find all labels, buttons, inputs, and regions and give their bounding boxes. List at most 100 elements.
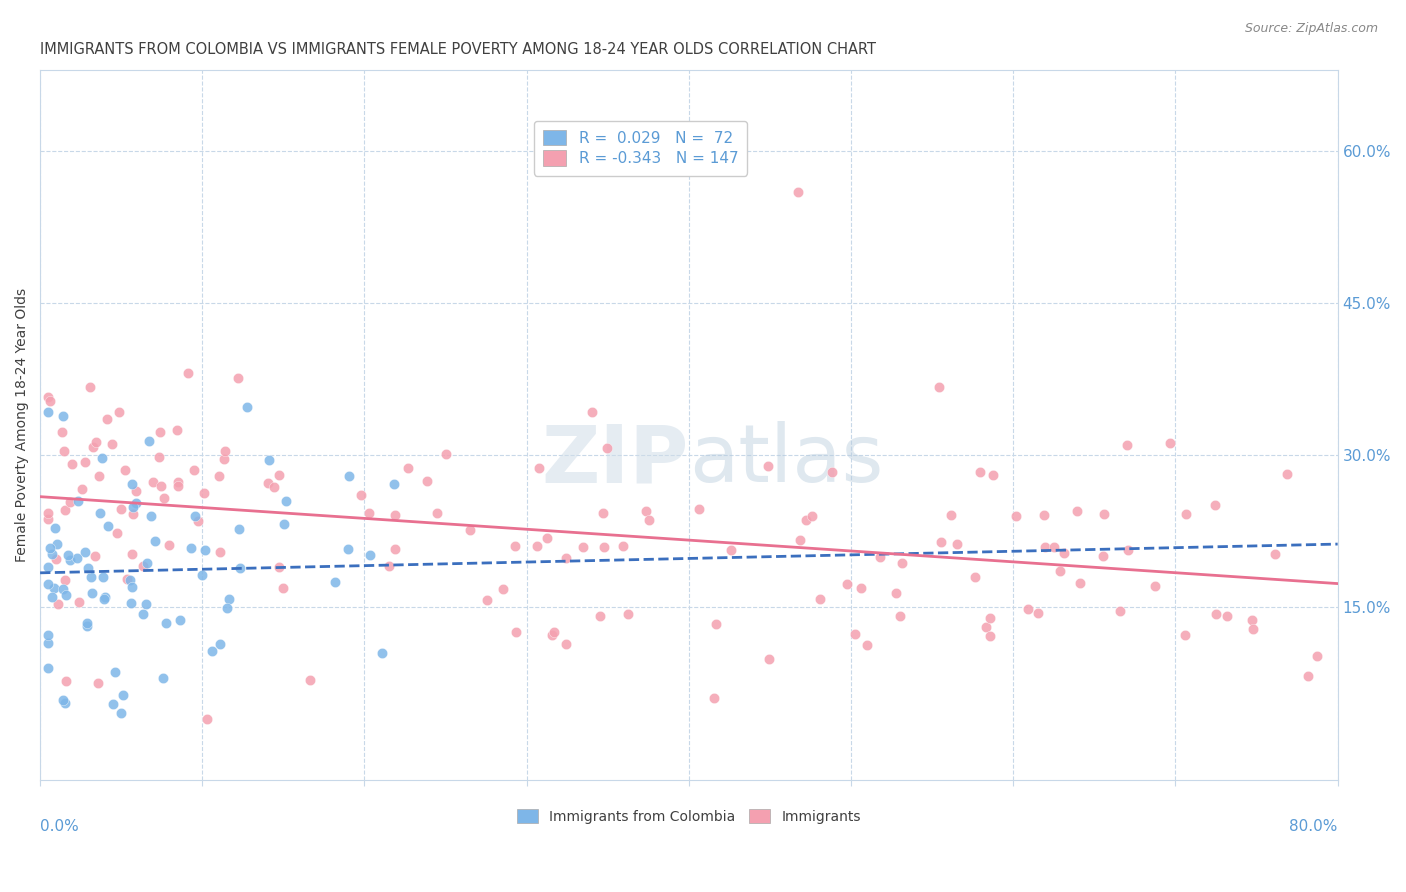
- Point: [55, 588, 77, 602]
- Point: [121, 581, 143, 595]
- Point: [62, 457, 84, 471]
- Point: [208, 469, 231, 483]
- Point: [298, 673, 321, 687]
- Point: [505, 625, 527, 640]
- Point: [1205, 607, 1227, 621]
- Point: [416, 474, 439, 488]
- Point: [97, 519, 120, 533]
- Point: [596, 441, 619, 455]
- Point: [257, 475, 280, 490]
- Point: [1017, 602, 1039, 616]
- Point: [66, 493, 89, 508]
- Point: [337, 468, 360, 483]
- Point: [536, 531, 558, 545]
- Point: [274, 494, 297, 508]
- Point: [758, 652, 780, 666]
- Point: [115, 572, 138, 586]
- Point: [121, 547, 143, 561]
- Point: [891, 556, 914, 570]
- Point: [384, 508, 406, 522]
- Point: [396, 461, 419, 475]
- Point: [1043, 540, 1066, 554]
- Point: [37, 559, 59, 574]
- Text: Source: ZipAtlas.com: Source: ZipAtlas.com: [1244, 22, 1378, 36]
- Point: [112, 688, 135, 702]
- Point: [76, 616, 98, 631]
- Point: [1033, 540, 1056, 554]
- Point: [94, 590, 117, 604]
- Point: [477, 593, 499, 607]
- Point: [53, 696, 76, 710]
- Point: [153, 491, 176, 505]
- Point: [257, 452, 280, 467]
- Point: [76, 619, 98, 633]
- Point: [79, 380, 101, 394]
- Point: [946, 537, 969, 551]
- Point: [45, 551, 67, 566]
- Point: [979, 611, 1001, 625]
- Point: [849, 582, 872, 596]
- Point: [166, 423, 188, 437]
- Point: [581, 405, 603, 419]
- Point: [37, 405, 59, 419]
- Point: [84, 435, 107, 450]
- Text: 80.0%: 80.0%: [1289, 819, 1337, 834]
- Point: [89, 506, 111, 520]
- Point: [41, 547, 63, 561]
- Point: [572, 540, 595, 554]
- Point: [195, 712, 218, 726]
- Point: [41, 591, 63, 605]
- Legend: Immigrants from Colombia, Immigrants: Immigrants from Colombia, Immigrants: [512, 804, 866, 830]
- Point: [105, 525, 128, 540]
- Point: [149, 425, 172, 439]
- Point: [139, 508, 162, 523]
- Point: [121, 477, 143, 491]
- Point: [51, 425, 73, 439]
- Point: [167, 479, 190, 493]
- Point: [45, 537, 67, 551]
- Point: [1143, 579, 1166, 593]
- Point: [125, 496, 148, 510]
- Point: [77, 560, 100, 574]
- Point: [541, 628, 564, 642]
- Point: [856, 639, 879, 653]
- Point: [939, 508, 962, 522]
- Point: [981, 467, 1004, 482]
- Point: [378, 559, 401, 574]
- Point: [183, 463, 205, 477]
- Point: [1026, 606, 1049, 620]
- Point: [974, 620, 997, 634]
- Point: [80, 569, 103, 583]
- Point: [136, 556, 159, 570]
- Point: [114, 463, 136, 477]
- Point: [359, 548, 381, 562]
- Point: [704, 617, 727, 632]
- Point: [138, 434, 160, 449]
- Point: [67, 595, 90, 609]
- Point: [90, 451, 112, 466]
- Point: [194, 542, 217, 557]
- Point: [104, 665, 127, 679]
- Point: [124, 483, 146, 498]
- Point: [801, 508, 824, 523]
- Point: [884, 586, 907, 600]
- Point: [148, 450, 170, 464]
- Point: [789, 533, 811, 547]
- Point: [150, 479, 173, 493]
- Point: [37, 512, 59, 526]
- Point: [869, 550, 891, 565]
- Point: [638, 513, 661, 527]
- Point: [37, 577, 59, 591]
- Point: [155, 616, 177, 631]
- Point: [382, 477, 405, 491]
- Point: [44, 582, 66, 596]
- Point: [72, 483, 94, 497]
- Point: [135, 597, 157, 611]
- Point: [82, 441, 104, 455]
- Point: [152, 671, 174, 685]
- Point: [44, 521, 66, 535]
- Point: [1204, 498, 1226, 512]
- Point: [1174, 628, 1197, 642]
- Point: [1275, 467, 1298, 481]
- Point: [1005, 508, 1028, 523]
